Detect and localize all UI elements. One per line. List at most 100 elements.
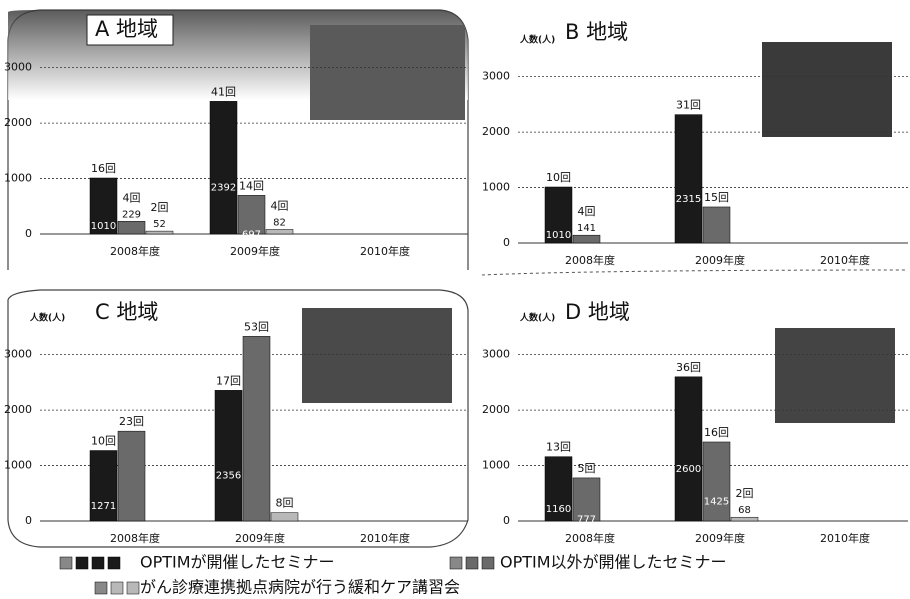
value-label: 82 [273, 217, 286, 228]
count-label: 13回 [546, 441, 571, 454]
bar [544, 186, 573, 244]
x-tick-label: 2009年度 [695, 253, 745, 267]
count-label: 4回 [271, 199, 289, 212]
legend-swatch [110, 581, 124, 595]
count-label: 5回 [578, 462, 596, 475]
x-tick-label: 2008年度 [110, 531, 160, 545]
value-label: 2600 [676, 464, 701, 475]
count-label: 2回 [151, 201, 169, 214]
y-tick-label: 3000 [4, 348, 32, 361]
y-axis-label: 人数(人) [519, 34, 555, 46]
bar [242, 336, 271, 522]
bar [572, 234, 601, 244]
y-tick-label: 1000 [482, 459, 510, 472]
bar [674, 376, 703, 522]
value-label: 1010 [546, 230, 571, 241]
bar [214, 390, 243, 522]
x-tick-label: 2008年度 [110, 244, 160, 258]
value-label: 52 [153, 219, 166, 230]
legend-swatch [75, 556, 89, 570]
bar [702, 206, 731, 244]
legend-swatch [449, 556, 463, 570]
count-label: 23回 [119, 415, 144, 428]
legend-swatch [126, 581, 140, 595]
bar [265, 229, 294, 235]
y-tick-label: 0 [503, 514, 510, 527]
bar [674, 114, 703, 244]
bar [730, 516, 759, 522]
y-tick-label: 1000 [4, 172, 32, 185]
bar [270, 512, 299, 522]
chart-title: B 地域 [565, 20, 628, 44]
y-tick-label: 0 [25, 514, 32, 527]
value-label: 777 [577, 514, 596, 525]
y-tick-label: 0 [503, 236, 510, 249]
value-label: 697 [242, 230, 261, 241]
x-tick-label: 2009年度 [695, 531, 745, 545]
chart-title: A 地域 [95, 17, 158, 41]
bar [117, 221, 146, 235]
count-label: 15回 [704, 191, 729, 204]
y-tick-label: 2000 [4, 116, 32, 129]
photo [762, 42, 892, 137]
y-tick-label: 3000 [4, 61, 32, 74]
photo [302, 308, 452, 403]
legend-label: OPTIM以外が開催したセミナー [500, 553, 727, 572]
panel-border [481, 269, 909, 276]
y-tick-label: 1000 [482, 181, 510, 194]
count-label: 8回 [276, 497, 294, 510]
bar [572, 477, 601, 522]
x-tick-label: 2010年度 [820, 531, 870, 545]
bar [237, 195, 266, 235]
bar [209, 101, 238, 235]
value-label: 1425 [704, 496, 729, 507]
legend-label: がん診療連携拠点病院が行う緩和ケア講習会 [140, 578, 460, 597]
value-label: 141 [577, 223, 596, 234]
y-tick-label: 3000 [482, 70, 510, 83]
bar [117, 430, 146, 522]
legend-swatch [481, 556, 495, 570]
count-label: 14回 [239, 179, 264, 192]
value-label: 2315 [676, 194, 701, 205]
panel-border [7, 289, 469, 548]
y-tick-label: 2000 [4, 403, 32, 416]
y-tick-label: 2000 [482, 403, 510, 416]
count-label: 16回 [704, 426, 729, 439]
count-label: 2回 [736, 487, 754, 500]
count-label: 36回 [676, 361, 701, 374]
legend-swatch [465, 556, 479, 570]
legend-swatch [91, 556, 105, 570]
count-label: 4回 [578, 205, 596, 218]
chart-title: D 地域 [565, 300, 630, 324]
x-tick-label: 2010年度 [360, 244, 410, 258]
value-label: 1010 [91, 221, 116, 232]
y-tick-label: 1000 [4, 459, 32, 472]
chart-title: C 地域 [95, 300, 158, 324]
value-label: 1160 [546, 504, 571, 515]
value-label: 2356 [216, 471, 241, 482]
y-axis-label: 人数(人) [519, 312, 555, 324]
y-axis-label: 人数(人) [29, 312, 65, 324]
legend-swatch [94, 581, 108, 595]
count-label: 53回 [244, 320, 269, 333]
value-label: 2392 [211, 183, 236, 194]
bar [702, 441, 731, 522]
y-tick-label: 2000 [482, 125, 510, 138]
count-label: 10回 [546, 171, 571, 184]
bar [544, 456, 573, 522]
bar [89, 177, 118, 235]
photo [310, 25, 465, 120]
legend-label: OPTIMが開催したセミナー [140, 553, 335, 572]
x-tick-label: 2009年度 [235, 531, 285, 545]
photo [775, 328, 895, 423]
count-label: 10回 [91, 435, 116, 448]
legend-swatch [107, 556, 121, 570]
bar [145, 230, 174, 235]
value-label: 1271 [91, 501, 116, 512]
count-label: 17回 [216, 374, 241, 387]
value-label: 229 [122, 209, 141, 220]
value-label: 68 [738, 505, 751, 516]
x-tick-label: 2010年度 [360, 531, 410, 545]
x-tick-label: 2008年度 [565, 531, 615, 545]
